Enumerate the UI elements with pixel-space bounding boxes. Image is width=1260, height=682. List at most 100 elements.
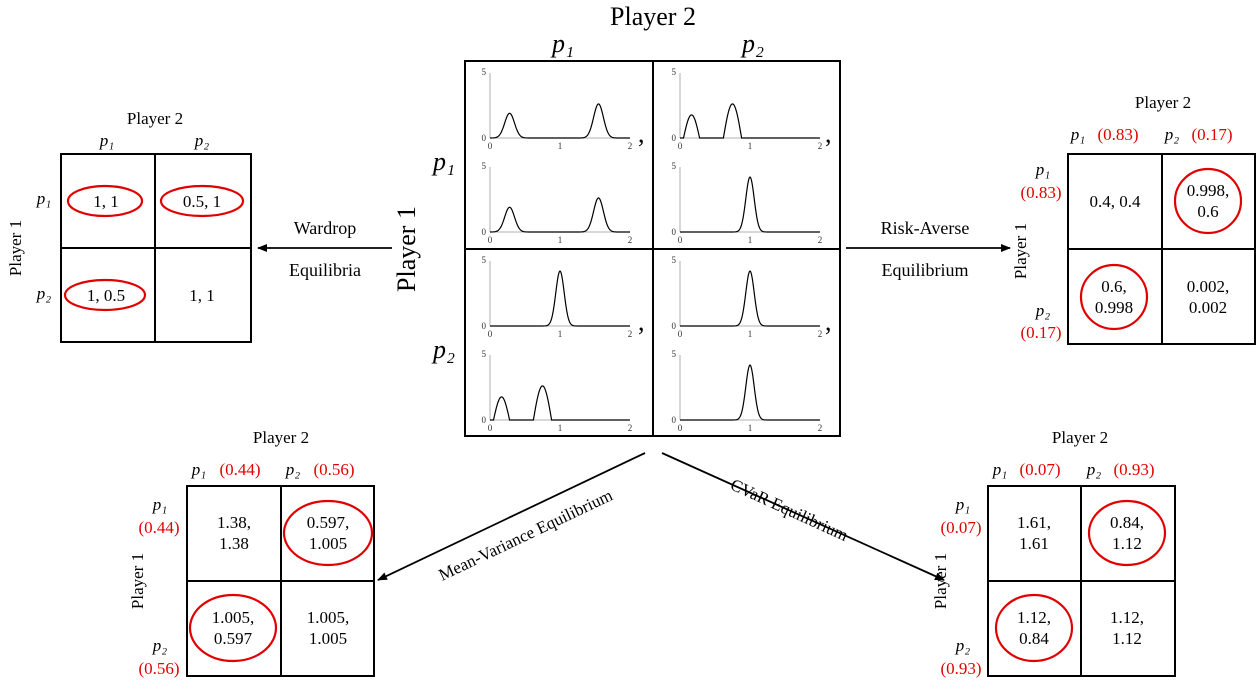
cvar-arrow-label: CVaR Equilibrium <box>728 475 851 545</box>
equilibrium-circle <box>1087 499 1167 567</box>
payoff-cell: 0.84, <box>1110 513 1144 532</box>
mean-variance-arrow <box>377 452 646 581</box>
wardrop-table: Player 2 p₁ p₂ p₁ p₂ Player 1 1, 1 0.5, … <box>6 109 252 343</box>
risk-averse-row-prob: (0.17) <box>1020 323 1061 342</box>
risk-averse-col-prob: (0.83) <box>1097 125 1138 144</box>
mean-variance-col-label-p2: p₂ <box>285 460 301 479</box>
payoff-cell: 1, 1 <box>93 192 119 211</box>
plot-x-tick-label: 0 <box>488 141 493 151</box>
cvar-player1-label: Player 1 <box>931 553 950 609</box>
center-player1-label: Player 1 <box>392 206 421 292</box>
payoff-cell: 1.12, <box>1017 608 1051 627</box>
risk-averse-col-label-p2: p₂ <box>1164 125 1180 144</box>
plot-x-tick-label: 0 <box>678 141 683 151</box>
plot-x-tick-label: 1 <box>558 141 563 151</box>
wardrop-arrow-label: Wardrop <box>294 218 357 238</box>
distribution-plot: 5 00 1 2 <box>482 161 633 245</box>
mean-variance-col-prob: (0.56) <box>313 460 354 479</box>
payoff-cell: 1.38 <box>219 534 249 553</box>
payoff-cell: 1.005 <box>309 629 347 648</box>
payoff-cell: 0.5, 1 <box>183 192 221 211</box>
plot-y-tick-label: 0 <box>672 133 677 143</box>
risk-averse-col-prob: (0.17) <box>1191 125 1232 144</box>
equilibrium-circle <box>63 278 147 312</box>
payoff-cell: 1.005, <box>307 608 350 627</box>
plot-y-tick-label: 5 <box>672 349 677 359</box>
plot-y-tick-label: 5 <box>672 67 677 77</box>
risk-averse-table: Player 2 p₁ (0.83) p₂ (0.17) p₁ (0.83) p… <box>1011 93 1256 345</box>
plot-x-tick-label: 1 <box>748 329 753 339</box>
center-col-label-p1: p₁ <box>550 29 574 58</box>
payoff-cell: 0.998 <box>1095 298 1133 317</box>
plot-x-tick-label: 0 <box>488 235 493 245</box>
distribution-curve <box>680 103 820 139</box>
center-comma: , <box>825 307 832 336</box>
cvar-col-label-p2: p₂ <box>1086 460 1102 479</box>
payoff-cell: 1.38, <box>217 513 251 532</box>
mean-variance-col-label-p1: p₁ <box>191 460 206 479</box>
distribution-curve <box>490 197 630 233</box>
plot-y-tick-label: 0 <box>482 227 487 237</box>
plot-x-tick-label: 0 <box>678 423 683 433</box>
plot-x-tick-label: 1 <box>748 423 753 433</box>
plot-x-tick-label: 2 <box>818 141 823 151</box>
payoff-cell: 1.61, <box>1017 513 1051 532</box>
plot-x-tick-label: 1 <box>558 423 563 433</box>
center-comma: , <box>638 307 645 336</box>
plot-x-tick-label: 1 <box>748 141 753 151</box>
payoff-cell: 0.597 <box>214 629 253 648</box>
payoff-cell: 0.4, 0.4 <box>1090 192 1142 211</box>
equilibrium-circle <box>994 593 1074 663</box>
mean-variance-player2-label: Player 2 <box>253 428 309 447</box>
distribution-curve <box>680 364 820 421</box>
center-col-label-p2: p₂ <box>740 29 764 58</box>
plot-y-tick-label: 0 <box>482 415 487 425</box>
payoff-cell: 0.84 <box>1019 629 1049 648</box>
mean-variance-row-prob: (0.56) <box>138 659 179 678</box>
cvar-table: Player 2 p₁ (0.07) p₂ (0.93) p₁ (0.07) p… <box>931 428 1176 678</box>
plot-x-tick-label: 2 <box>628 329 633 339</box>
payoff-cell: 1.12 <box>1112 534 1142 553</box>
plot-y-tick-label: 0 <box>672 227 677 237</box>
plot-y-tick-label: 0 <box>672 415 677 425</box>
risk-averse-arrow-label: Equilibrium <box>882 260 969 280</box>
risk-averse-col-label-p1: p₁ <box>1070 125 1085 144</box>
cvar-arrow <box>661 452 945 581</box>
wardrop-player1-label: Player 1 <box>6 220 25 276</box>
mean-variance-table: Player 2 p₁ (0.44) p₂ (0.56) p₁ (0.44) p… <box>128 428 375 678</box>
plot-y-tick-label: 5 <box>672 161 677 171</box>
payoff-cell: 1.005 <box>309 534 347 553</box>
cvar-row-label-p1: p₁ <box>955 495 970 514</box>
center-row-label-p1: p₁ <box>431 147 455 176</box>
plot-x-tick-label: 2 <box>818 235 823 245</box>
center-player2-label: Player 2 <box>610 2 696 31</box>
payoff-cell: 0.002 <box>1189 298 1227 317</box>
risk-averse-row-label-p2: p₂ <box>1035 301 1051 320</box>
risk-averse-row-prob: (0.83) <box>1020 183 1061 202</box>
plot-x-tick-label: 1 <box>748 235 753 245</box>
payoff-cell: 0.998, <box>1187 181 1230 200</box>
equilibrium-circle <box>282 499 374 567</box>
cvar-player2-label: Player 2 <box>1052 428 1108 447</box>
equilibrium-circle <box>1173 167 1243 235</box>
wardrop-col-label-p1: p₁ <box>99 131 114 150</box>
plot-y-tick-label: 0 <box>672 321 677 331</box>
cvar-col-label-p1: p₁ <box>992 460 1007 479</box>
wardrop-row-label-p1: p₁ <box>36 189 51 208</box>
plot-x-tick-label: 2 <box>818 423 823 433</box>
plot-x-tick-label: 0 <box>488 329 493 339</box>
center-row-label-p2: p₂ <box>431 335 455 364</box>
payoff-cell: 1, 0.5 <box>87 286 125 305</box>
plot-x-tick-label: 2 <box>818 329 823 339</box>
cvar-row-prob: (0.93) <box>940 659 981 678</box>
center-comma: , <box>638 119 645 148</box>
payoff-cell: 1.12, <box>1110 608 1144 627</box>
center-comma: , <box>825 119 832 148</box>
distribution-plot: 5 00 1 2 <box>672 161 823 245</box>
plot-x-tick-label: 0 <box>488 423 493 433</box>
mean-variance-row-prob: (0.44) <box>138 518 179 537</box>
distribution-curve <box>680 176 820 233</box>
payoff-cell: 0.6, <box>1101 277 1127 296</box>
risk-averse-player2-label: Player 2 <box>1135 93 1191 112</box>
